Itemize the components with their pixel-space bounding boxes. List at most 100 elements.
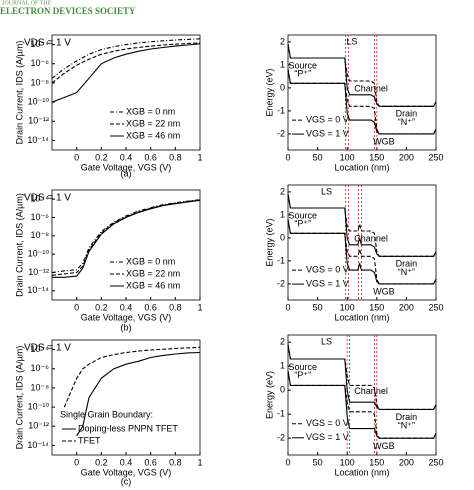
x-tick-label: 0.8 — [169, 152, 182, 162]
x-axis-label: Gate Voltage, VGS (V) — [81, 312, 172, 322]
y-tick-label: 10⁻⁶ — [31, 212, 50, 222]
y-axis-label: Energy (eV) — [264, 371, 274, 419]
annotation: LS — [321, 186, 332, 196]
series-line — [287, 69, 437, 135]
annotation: LS — [346, 36, 357, 46]
series-line — [51, 43, 201, 103]
society: ELECTRON DEVICES SOCIETY — [0, 6, 136, 16]
y-axis-label: Drain Current, IDS (A/µm) — [14, 193, 24, 297]
legend-label: VGS = 1 V — [306, 432, 349, 442]
y-tick-label: 10⁻⁶ — [31, 58, 50, 68]
y-tick-label: 10⁻⁸ — [30, 382, 49, 392]
annotation: Channel — [354, 386, 388, 396]
annotation: Channel — [354, 83, 388, 93]
x-tick-label: 1 — [197, 457, 202, 467]
series-line — [63, 346, 201, 408]
annotation: “N⁺” — [398, 421, 415, 431]
y-axis-label: Energy (eV) — [264, 218, 274, 266]
legend-label: TFET — [78, 435, 101, 445]
legend-label: VGS = 1 V — [306, 128, 349, 138]
legend-label: VGS = 0 V — [306, 264, 349, 274]
x-tick-label: 100 — [340, 457, 355, 467]
x-tick-label: 100 — [340, 302, 355, 312]
series-line — [287, 44, 437, 107]
legend-label: XGB = 22 nm — [126, 118, 180, 128]
annotation: VDS = 1 V — [24, 343, 71, 354]
y-tick-label: -1 — [277, 409, 285, 419]
y-tick-label: 10⁻⁴ — [30, 344, 49, 354]
series-line — [287, 344, 437, 410]
series-line — [287, 370, 437, 439]
annotation: Drain — [396, 109, 418, 119]
legend-label: XGB = 46 nm — [126, 280, 180, 290]
y-tick-label: 10⁻¹⁴ — [27, 285, 49, 295]
x-tick-label: 50 — [313, 152, 323, 162]
legend-label: XGB = 46 nm — [126, 130, 180, 140]
series-line — [52, 199, 201, 278]
series-line — [51, 42, 201, 84]
legend-label: XGB = 0 nm — [126, 256, 175, 266]
annotation: LS — [321, 337, 332, 347]
plot-frame — [287, 184, 437, 301]
annotation: WGB — [373, 286, 395, 296]
x-axis-label: Location (nm) — [334, 162, 389, 172]
annotation: Drain — [396, 259, 418, 269]
caption: (b) — [121, 322, 132, 332]
legend-label: Doping-less PNPN TFET — [78, 423, 178, 433]
x-axis-label: Location (nm) — [334, 312, 389, 322]
y-tick-label: 0 — [280, 82, 285, 92]
x-tick-label: 0 — [285, 457, 290, 467]
annotation: “N⁺” — [398, 267, 415, 277]
x-tick-label: 100 — [340, 152, 355, 162]
series-line — [51, 38, 201, 79]
x-tick-label: 0.6 — [144, 302, 157, 312]
x-tick-label: 200 — [399, 457, 414, 467]
caption: (c) — [121, 476, 132, 486]
x-tick-label: 0 — [74, 152, 79, 162]
x-tick-label: 50 — [313, 302, 323, 312]
legend-label: VGS = 0 V — [306, 114, 349, 124]
y-tick-label: 10⁻¹² — [28, 116, 49, 126]
annotation: Source — [289, 210, 318, 220]
x-tick-label: 1 — [197, 302, 202, 312]
y-axis-label: Energy (eV) — [264, 68, 274, 116]
legend-title: Single Grain Boundary: — [60, 409, 153, 419]
x-tick-label: 0.6 — [144, 457, 157, 467]
caption: (a) — [121, 168, 132, 178]
y-tick-label: 2 — [280, 36, 285, 46]
y-axis-label: Drain Current, IDS (A/µm) — [14, 346, 24, 450]
y-tick-label: -2 — [277, 128, 285, 138]
series-line — [76, 351, 201, 437]
y-tick-label: 10⁻⁶ — [31, 363, 50, 373]
y-tick-label: 10⁻⁸ — [30, 77, 49, 87]
annotation: “P⁺” — [294, 68, 311, 78]
y-tick-label: 2 — [280, 186, 285, 196]
x-tick-label: 200 — [399, 152, 414, 162]
x-tick-label: 0.8 — [169, 302, 182, 312]
y-tick-label: -1 — [277, 255, 285, 265]
y-axis-label: Drain Current, IDS (A/µm) — [14, 41, 24, 145]
y-tick-label: 2 — [280, 337, 285, 347]
y-tick-label: 10⁻⁴ — [30, 39, 49, 49]
legend-label: VGS = 0 V — [306, 418, 349, 428]
plot-frame — [51, 339, 201, 456]
y-tick-label: -2 — [277, 433, 285, 443]
annotation: Source — [289, 362, 318, 372]
series-line — [51, 199, 201, 274]
x-tick-label: 150 — [369, 457, 384, 467]
y-tick-label: 0 — [280, 385, 285, 395]
y-tick-label: 1 — [280, 59, 285, 69]
y-tick-label: 10⁻¹⁰ — [28, 401, 50, 411]
x-tick-label: 0.8 — [169, 457, 182, 467]
annotation: WGB — [373, 441, 395, 451]
y-tick-label: 10⁻⁸ — [30, 230, 49, 240]
series-line — [287, 194, 437, 257]
x-tick-label: 0.4 — [120, 302, 133, 312]
plot-frame — [287, 334, 437, 456]
journal: JOURNAL OF THE — [2, 0, 52, 6]
x-tick-label: 200 — [399, 302, 414, 312]
y-tick-label: 1 — [280, 361, 285, 371]
x-tick-label: 50 — [313, 457, 323, 467]
x-tick-label: 250 — [428, 457, 443, 467]
